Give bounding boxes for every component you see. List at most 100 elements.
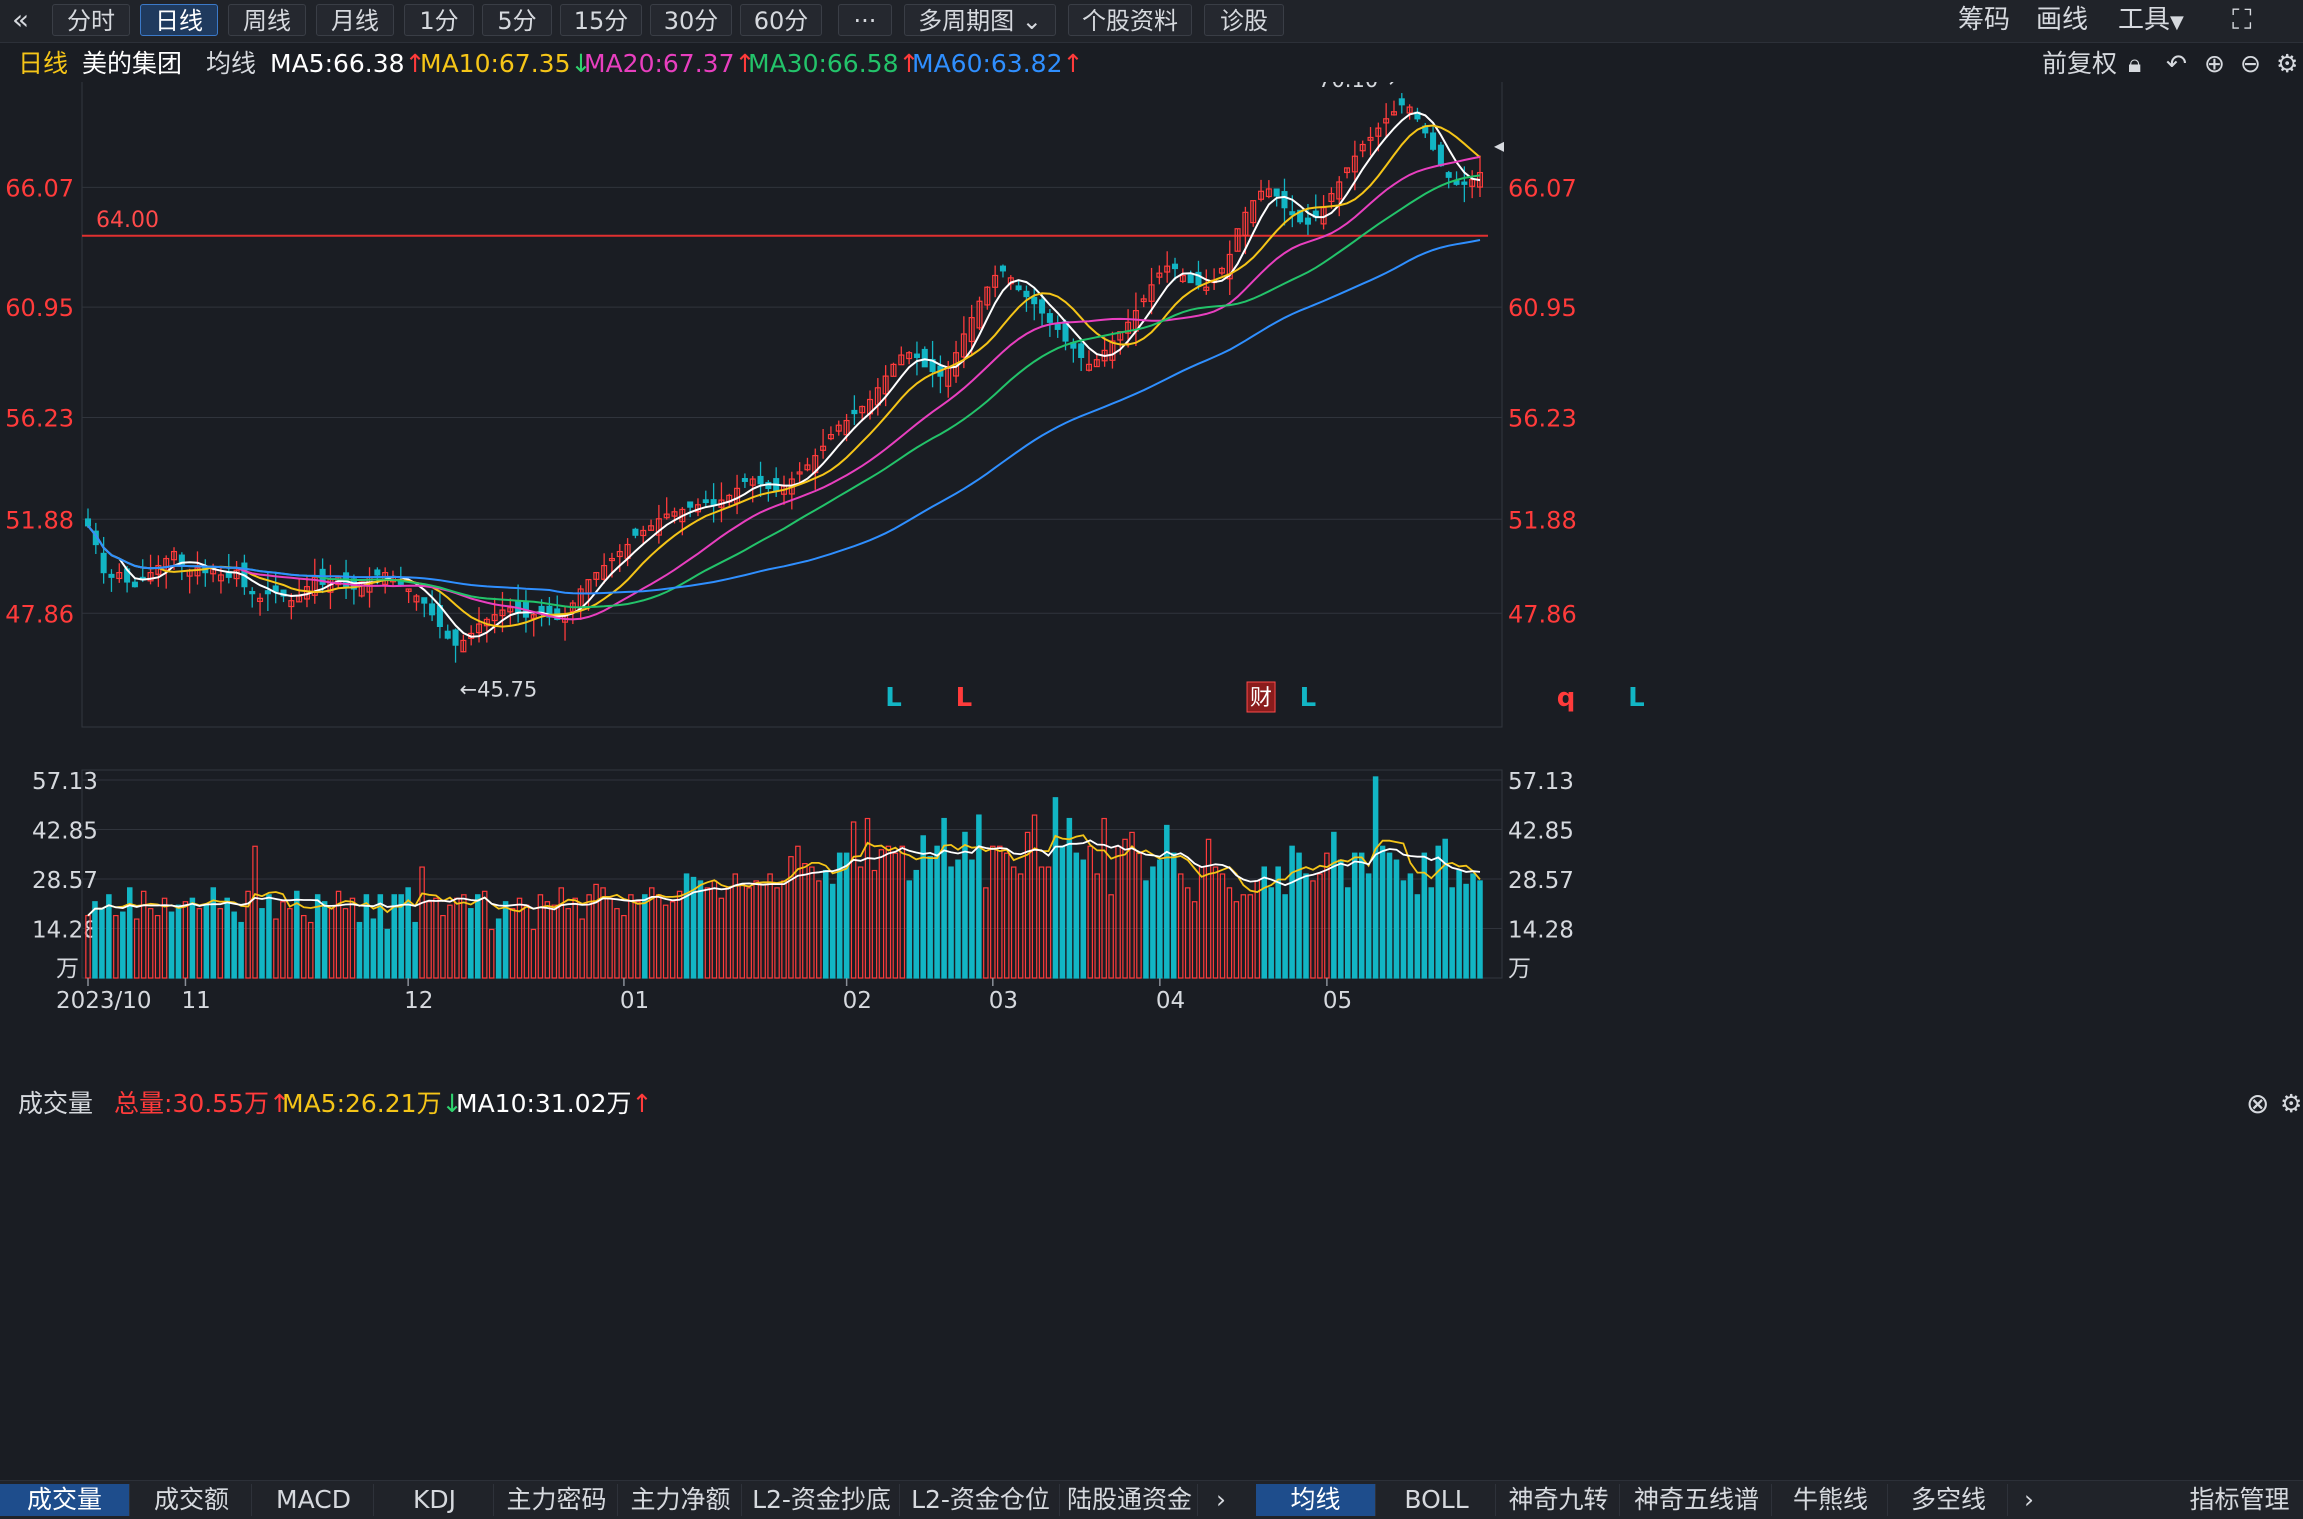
fullscreen-icon[interactable]: ⛶ bbox=[2232, 3, 2252, 36]
volume-bar bbox=[1282, 894, 1288, 979]
candle-body bbox=[1250, 200, 1257, 224]
candle-body bbox=[530, 614, 537, 619]
volume-bar bbox=[885, 845, 892, 979]
volume-bar bbox=[544, 901, 551, 979]
volume-bar bbox=[962, 831, 968, 979]
volume-bar bbox=[1205, 838, 1212, 979]
period-button-5min[interactable]: 5分 bbox=[482, 4, 552, 36]
tab-l2-position[interactable]: L2-资金仓位 bbox=[902, 1484, 1060, 1516]
tab-bull-bear[interactable]: 牛熊线 bbox=[1774, 1484, 1888, 1516]
volume-chart[interactable]: 57.13 57.13 42.85 42.85 28.57 28.57 14.28 14.28… bbox=[0, 764, 2303, 1034]
tab-hk-connect[interactable]: 陆股通资金 bbox=[1062, 1484, 1198, 1516]
tab-main-code[interactable]: 主力密码 bbox=[496, 1484, 618, 1516]
gear-icon[interactable]: ⚙ bbox=[2280, 1089, 2303, 1118]
candle-body bbox=[257, 597, 264, 603]
candle-body bbox=[444, 630, 451, 639]
tab-long-short[interactable]: 多空线 bbox=[1890, 1484, 2008, 1516]
candle-body bbox=[655, 518, 662, 536]
volume-bar bbox=[1233, 901, 1240, 979]
volume-bar bbox=[1171, 852, 1177, 979]
stock-name[interactable]: 美的集团 bbox=[82, 49, 183, 78]
volume-bar bbox=[1031, 814, 1038, 979]
period-button-30min[interactable]: 30分 bbox=[650, 4, 732, 36]
candle-body bbox=[796, 471, 803, 475]
diagnose-button[interactable]: 诊股 bbox=[1204, 4, 1284, 36]
stock-info-button[interactable]: 个股资料 bbox=[1068, 4, 1192, 36]
volume-bar bbox=[92, 901, 98, 979]
volume-bar bbox=[1289, 845, 1295, 979]
volume-bar bbox=[370, 918, 377, 979]
tab-macd[interactable]: MACD bbox=[254, 1484, 374, 1516]
volume-bar bbox=[628, 894, 634, 979]
candle-body bbox=[147, 572, 154, 582]
volume-bar bbox=[572, 897, 578, 979]
double-chevron-left-icon[interactable]: « bbox=[12, 3, 30, 36]
candle-body bbox=[100, 552, 107, 574]
volume-bar bbox=[398, 894, 404, 979]
indicator-manage-button[interactable]: 指标管理 bbox=[2189, 1485, 2290, 1514]
volume-bar bbox=[662, 904, 669, 979]
min-price-marker: ←45.75 bbox=[460, 678, 538, 702]
volume-bar bbox=[1428, 887, 1435, 979]
volume-bar bbox=[1003, 852, 1010, 979]
tab-kdj[interactable]: KDJ bbox=[376, 1484, 494, 1516]
price-axis-label-left: 51.88 bbox=[5, 506, 74, 534]
tab-l2-bottom[interactable]: L2-资金抄底 bbox=[744, 1484, 900, 1516]
period-button-monthly[interactable]: 月线 bbox=[316, 4, 394, 36]
candle-body bbox=[843, 419, 850, 436]
tab-main-net[interactable]: 主力净额 bbox=[620, 1484, 742, 1516]
minus-circle-icon[interactable]: ⊖ bbox=[2240, 49, 2261, 78]
tab-volume[interactable]: 成交量 bbox=[0, 1484, 130, 1516]
volume-bar bbox=[1338, 859, 1344, 979]
lock-icon[interactable]: 🔒︎ bbox=[2128, 49, 2142, 78]
ma10-label: MA10:67.35 bbox=[420, 49, 571, 78]
candle-body bbox=[1156, 272, 1163, 278]
period-button-1min[interactable]: 1分 bbox=[404, 4, 474, 36]
period-button-60min[interactable]: 60分 bbox=[740, 4, 822, 36]
period-button-15min[interactable]: 15分 bbox=[560, 4, 642, 36]
period-button-fenshi[interactable]: 分时 bbox=[52, 4, 130, 36]
close-circle-icon[interactable]: ⊗ bbox=[2246, 1087, 2270, 1120]
volume-bar bbox=[1045, 866, 1052, 979]
volume-bar bbox=[892, 852, 899, 979]
ma60-label: MA60:63.82 bbox=[912, 49, 1063, 78]
volume-bar bbox=[231, 911, 237, 979]
volume-bar bbox=[1010, 866, 1017, 979]
tab-magic-five[interactable]: 神奇五线谱 bbox=[1622, 1484, 1772, 1516]
undo-icon[interactable]: ↶ bbox=[2166, 49, 2187, 78]
volume-bar bbox=[600, 887, 606, 979]
chips-button[interactable]: 筹码 bbox=[1958, 5, 2011, 35]
chevron-right-icon[interactable]: › bbox=[2024, 1485, 2034, 1514]
volume-bar bbox=[530, 928, 537, 979]
draw-line-button[interactable]: 画线 bbox=[2036, 5, 2089, 35]
tab-boll[interactable]: BOLL bbox=[1378, 1484, 1496, 1516]
volume-bar bbox=[133, 918, 140, 979]
volume-bar bbox=[1470, 873, 1476, 979]
arrow-up-icon: ↑ bbox=[631, 1089, 653, 1118]
price-chart[interactable]: 66.07 66.07 60.95 60.95 56.23 56.23 51.88 51.88… bbox=[0, 82, 2303, 1082]
tab-turnover[interactable]: 成交额 bbox=[132, 1484, 252, 1516]
tab-magic-nine[interactable]: 神奇九转 bbox=[1498, 1484, 1620, 1516]
candle-body bbox=[1390, 111, 1398, 116]
period-button-weekly[interactable]: 周线 bbox=[228, 4, 306, 36]
volume-bar bbox=[175, 904, 182, 979]
volume-bar bbox=[321, 901, 328, 979]
multi-period-dropdown[interactable]: 多周期图 ⌄ bbox=[904, 4, 1056, 36]
volume-bar bbox=[1310, 880, 1316, 979]
more-button[interactable]: ··· bbox=[838, 4, 892, 36]
ma-title[interactable]: 均线 bbox=[206, 49, 257, 78]
volume-bar bbox=[795, 845, 801, 979]
price-axis-label-right: 56.23 bbox=[1508, 405, 1577, 433]
volume-bar bbox=[1150, 866, 1156, 979]
candle-body bbox=[1125, 321, 1132, 334]
volume-bar bbox=[607, 897, 613, 979]
adjust-mode-button[interactable]: 前复权 bbox=[2042, 49, 2118, 78]
gear-icon[interactable]: ⚙ bbox=[2276, 49, 2299, 78]
tools-dropdown[interactable]: 工具▼ bbox=[2118, 4, 2184, 36]
ma30-label: MA30:66.58 bbox=[748, 49, 899, 78]
chevron-right-icon[interactable]: › bbox=[1216, 1485, 1226, 1514]
plus-circle-icon[interactable]: ⊕ bbox=[2204, 49, 2225, 78]
candle-body bbox=[663, 513, 670, 519]
period-button-daily[interactable]: 日线 bbox=[140, 4, 218, 36]
tab-ma[interactable]: 均线 bbox=[1256, 1484, 1376, 1516]
